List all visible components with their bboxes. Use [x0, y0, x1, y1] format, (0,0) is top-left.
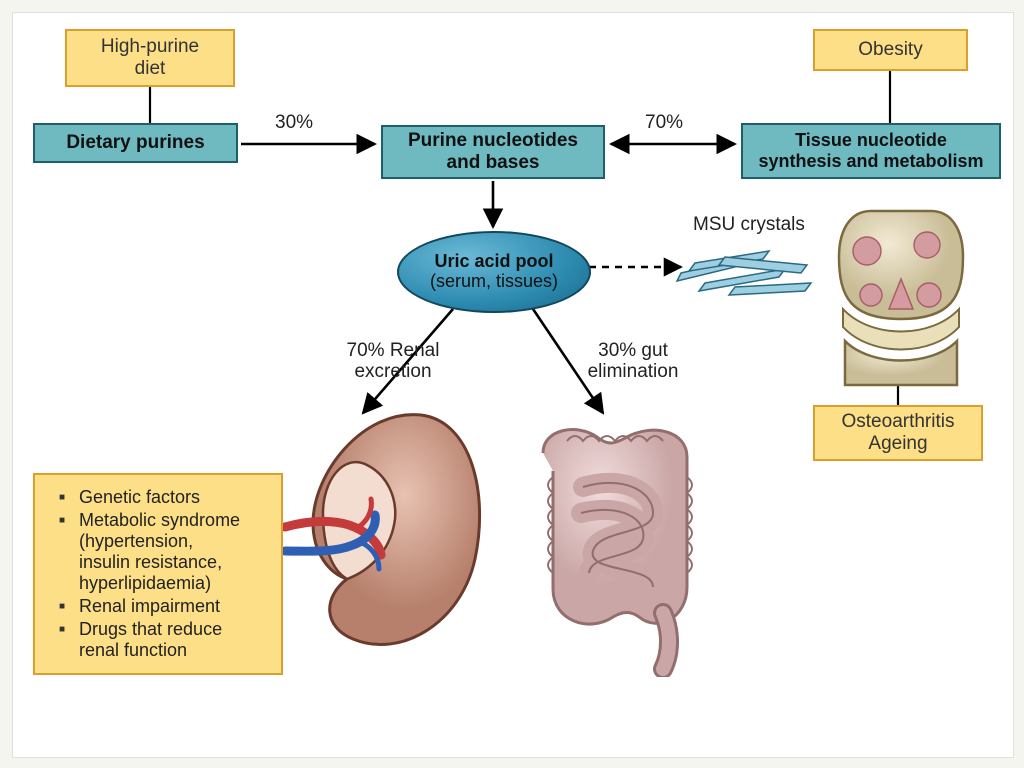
- node-osteoarthritis-ageing: OsteoarthritisAgeing: [813, 405, 983, 461]
- node-label: Obesity: [858, 39, 922, 61]
- node-label: High-purinediet: [101, 36, 199, 80]
- list-item: Renal impairment: [65, 596, 267, 617]
- node-purine-nucleotides: Purine nucleotidesand bases: [381, 125, 605, 179]
- node-label: Purine nucleotidesand bases: [408, 130, 578, 174]
- kidney-icon: [283, 403, 493, 663]
- label-gut: 30% gutelimination: [553, 341, 713, 383]
- label-renal: 70% Renalexcretion: [313, 341, 473, 383]
- oval-subtitle: (serum, tissues): [430, 272, 558, 292]
- list-item: Metabolic syndrome(hypertension,insulin …: [65, 510, 267, 594]
- gut-icon: [503, 417, 763, 677]
- label-msu: MSU crystals: [693, 215, 805, 236]
- list-item: Drugs that reducerenal function: [65, 619, 267, 661]
- label-70pct: 70%: [645, 113, 683, 134]
- node-dietary-purines: Dietary purines: [33, 123, 238, 163]
- node-obesity: Obesity: [813, 29, 968, 71]
- node-high-purine-diet: High-purinediet: [65, 29, 235, 87]
- msu-crystals-icon: [675, 239, 815, 303]
- node-label: Tissue nucleotidesynthesis and metabolis…: [758, 130, 983, 171]
- label-30pct: 30%: [275, 113, 313, 134]
- node-label: Dietary purines: [66, 132, 204, 154]
- joint-icon: [831, 209, 971, 389]
- node-label: OsteoarthritisAgeing: [842, 411, 955, 455]
- factors-list: Genetic factors Metabolic syndrome(hyper…: [61, 487, 267, 661]
- diagram-canvas: High-purinediet Obesity OsteoarthritisAg…: [12, 12, 1014, 758]
- oval-title: Uric acid pool: [434, 252, 553, 272]
- list-item: Genetic factors: [65, 487, 267, 508]
- node-uric-acid-pool: Uric acid pool (serum, tissues): [397, 231, 591, 313]
- node-tissue-metabolism: Tissue nucleotidesynthesis and metabolis…: [741, 123, 1001, 179]
- factors-box: Genetic factors Metabolic syndrome(hyper…: [33, 473, 283, 675]
